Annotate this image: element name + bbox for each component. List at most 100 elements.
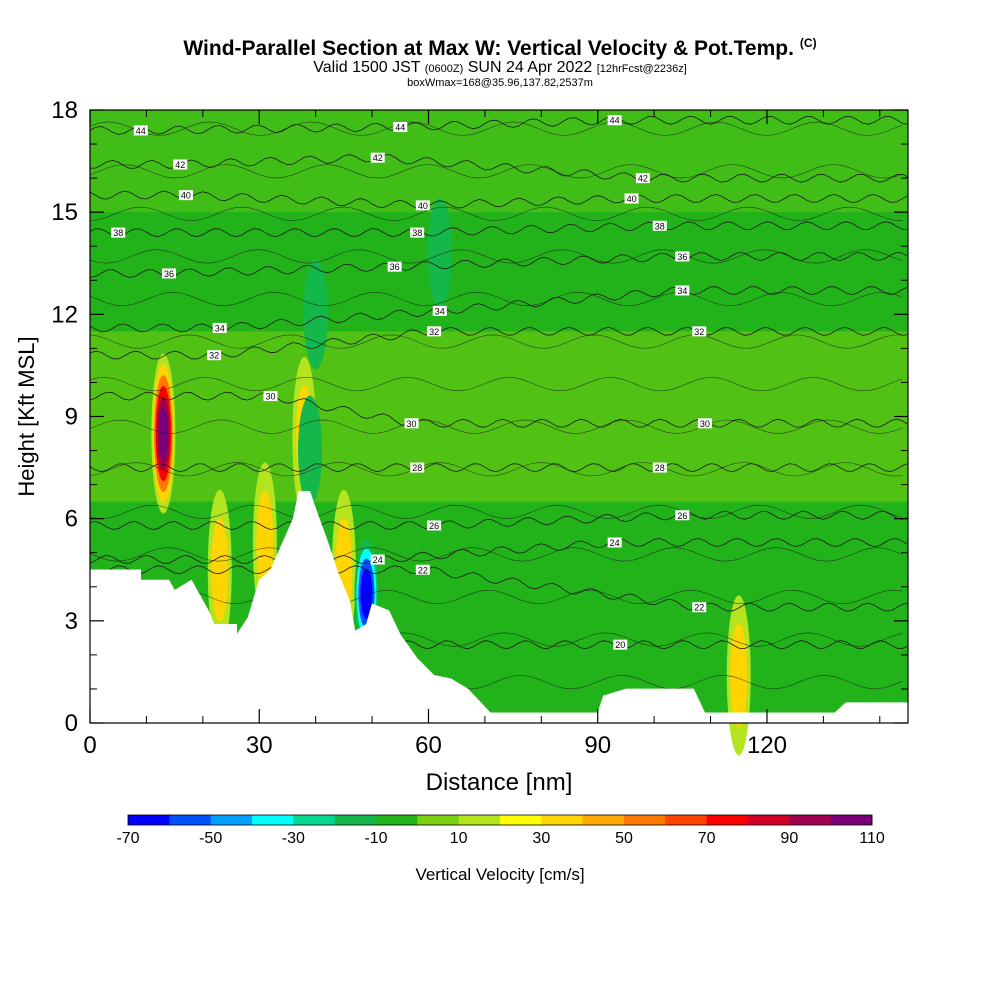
x-tick-label: 30: [246, 732, 273, 759]
theta-contour-line: [89, 221, 909, 238]
theta-label-box: [692, 602, 707, 613]
theta-label-box: [432, 305, 447, 316]
theta-label: 20: [613, 639, 628, 650]
theta-contour-line: [89, 547, 903, 562]
colorbar-tick-label: -50: [199, 830, 222, 847]
theta-label-text: 36: [390, 262, 400, 272]
theta-label-box: [370, 554, 385, 565]
theta-label: 36: [161, 268, 176, 279]
y-axis-label: Height [Kft MSL]: [14, 336, 39, 496]
colorbar-label: Vertical Velocity [cm/s]: [415, 865, 584, 884]
theta-label: 22: [692, 602, 707, 613]
subtitle-utc-time: (0600Z): [424, 63, 464, 75]
downdraft-core: [298, 395, 323, 506]
updraft-core: [151, 353, 176, 514]
colorbar-tick-label: 110: [859, 830, 885, 847]
theta-label-box: [370, 152, 385, 163]
theta-contour-line: [89, 326, 909, 360]
theta-label-box: [387, 261, 402, 272]
updraft-core-level: [730, 623, 748, 728]
theta-label: 44: [133, 125, 148, 136]
theta-contour-line: [89, 190, 909, 210]
theta-label: 22: [415, 564, 430, 575]
colorbar-frame: [127, 814, 873, 826]
chart-subtitle: Valid 1500 JST (0600Z) SUN 24 Apr 2022 […: [0, 59, 1000, 77]
theta-label-box: [652, 462, 667, 473]
x-tick-label: 120: [747, 732, 787, 759]
y-tick-label: 3: [65, 608, 78, 635]
theta-label-box: [410, 227, 425, 238]
theta-label-box: [692, 326, 707, 337]
theta-label: 30: [697, 418, 712, 429]
colorbar-segment: [624, 815, 666, 825]
colorbar: -70 -50 -30 -10 10 30 50 70 90 110 Vertical Veloci…: [116, 814, 885, 884]
x-tick-label: 0: [83, 732, 96, 759]
theta-contour-line: [89, 334, 903, 349]
theta-label-text: 32: [694, 327, 704, 337]
theta-label-box: [212, 322, 227, 333]
x-tick-label: 90: [584, 732, 611, 759]
theta-contour-line: [89, 154, 909, 183]
updraft-core-level: [158, 407, 169, 460]
theta-label-text: 34: [677, 286, 687, 296]
colorbar-segment: [334, 815, 377, 825]
theta-label-box: [624, 193, 639, 204]
theta-label-text: 34: [215, 323, 225, 333]
downdraft-core-level: [427, 198, 452, 309]
theta-label-box: [161, 268, 176, 279]
theta-label-text: 32: [209, 351, 219, 361]
theta-label-text: 38: [655, 221, 665, 231]
theta-label: 30: [404, 418, 419, 429]
colorbar-segment: [789, 815, 832, 825]
theta-label-text: 26: [677, 511, 687, 521]
theta-label-text: 36: [677, 252, 687, 262]
colorbar-tick-label: -70: [116, 830, 139, 847]
colorbar-segment: [541, 815, 584, 825]
theta-label-text: 28: [412, 463, 422, 473]
theta-label-text: 42: [373, 153, 383, 163]
theta-label: 34: [212, 322, 227, 333]
theta-contour-line: [89, 164, 903, 179]
terrain: [89, 491, 909, 724]
theta-label-text: 42: [175, 160, 185, 170]
theta-contours: [89, 115, 909, 690]
chart-subtitle-box-wmax: boxWmax=168@35.96,137.82,2537m: [407, 77, 593, 89]
theta-label: 42: [635, 173, 650, 184]
theta-contour-line: [89, 589, 903, 605]
theta-contour-line: [89, 419, 903, 434]
downdraft-core-level: [360, 568, 373, 619]
theta-contour-line: [89, 249, 903, 264]
theta-label-text: 26: [429, 521, 439, 531]
theta-contour-line: [89, 252, 909, 278]
theta-label: 28: [652, 462, 667, 473]
theta-label: 42: [173, 159, 188, 170]
downdraft-core: [427, 198, 452, 309]
subtitle-date: SUN 24 Apr 2022: [467, 59, 593, 76]
colorbar-segment: [376, 815, 418, 825]
downdraft-core: [303, 259, 328, 370]
theta-label-text: 40: [181, 191, 191, 201]
theta-label: 32: [427, 326, 442, 337]
chart-title: Wind-Parallel Section at Max W: Vertical…: [0, 36, 1000, 61]
theta-label-box: [263, 391, 278, 402]
theta-contour-line: [89, 206, 903, 222]
y-tick-label: 0: [65, 710, 78, 737]
theta-label-box: [635, 173, 650, 184]
colorbar-tick-label: -10: [364, 830, 387, 847]
theta-label-box: [427, 520, 442, 531]
theta-label-box: [410, 462, 425, 473]
colorbar-tick-label: 70: [698, 830, 716, 847]
theta-label: 32: [692, 326, 707, 337]
theta-label-text: 40: [418, 201, 428, 211]
theta-label: 24: [370, 554, 385, 565]
y-tick-label: 15: [51, 199, 78, 226]
theta-label-box: [675, 510, 690, 521]
theta-label-text: 32: [429, 327, 439, 337]
theta-label-text: 44: [395, 123, 405, 133]
theta-label-text: 30: [266, 392, 276, 402]
colorbar-tick-label: 30: [532, 830, 550, 847]
theta-label: 40: [415, 200, 430, 211]
theta-contour-line: [89, 121, 903, 136]
theta-label-box: [607, 115, 622, 126]
